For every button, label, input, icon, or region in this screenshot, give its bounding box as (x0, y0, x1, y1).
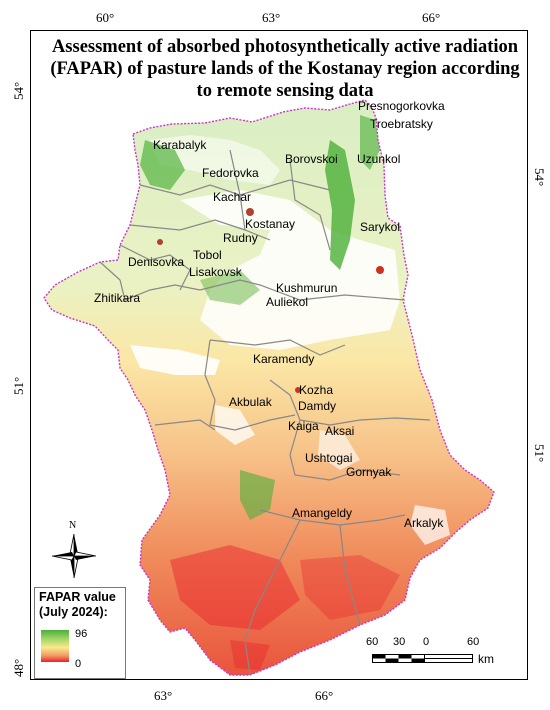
label-denisovka: Denisovka (128, 255, 185, 269)
label-tobol: Tobol (193, 248, 222, 262)
legend-title-line2: (July 2024): (39, 605, 108, 619)
label-kaiga: Kaiga (288, 419, 319, 433)
label-kushmurun: Kushmurun (276, 281, 338, 295)
north-arrow: N (50, 520, 98, 580)
legend-min-value: 0 (75, 658, 82, 670)
label-ushtogai: Ushtogai (305, 451, 353, 465)
label-fedorovka: Fedorovka (202, 166, 259, 180)
legend-title-line1: FAPAR value (39, 590, 116, 604)
scale-tick-60-right: 60 (467, 636, 480, 648)
label-karabalyk: Karabalyk (153, 138, 207, 152)
label-amangeldy: Amangeldy (292, 506, 353, 520)
tick-top-66: 66° (422, 10, 441, 25)
label-borovskoi: Borovskoi (285, 152, 338, 166)
scale-tick-30: 30 (393, 636, 406, 648)
tick-bottom-66: 66° (315, 688, 334, 703)
label-rudny: Rudny (223, 231, 258, 245)
legend-max-value: 96 (75, 628, 88, 640)
tick-top-60: 60° (96, 10, 115, 25)
spot-kostanay (246, 208, 254, 216)
spot-sarykol (376, 266, 384, 274)
legend-color-ramp (41, 630, 69, 662)
label-uzunkol: Uzunkol (357, 152, 401, 166)
compass-rose-icon (51, 533, 97, 579)
label-troebratsky: Troebratsky (370, 117, 433, 131)
label-aksai: Aksai (325, 424, 355, 438)
label-presnogorkovka: Presnogorkovka (358, 99, 445, 113)
label-lisakovsk: Lisakovsk (189, 265, 242, 279)
label-karamendy: Karamendy (253, 352, 315, 366)
tick-bottom-63: 63° (154, 688, 173, 703)
map-title: Assessment of absorbed photosyntheticall… (50, 37, 520, 101)
label-damdy: Damdy (298, 399, 337, 413)
legend-title: FAPAR value (July 2024): (39, 590, 116, 620)
label-kozha: Kozha (299, 383, 334, 397)
label-sarykol: Sarykol (360, 220, 401, 234)
scale-unit: km (478, 652, 494, 666)
label-auliekol: Auliekol (266, 295, 309, 309)
legend-box: FAPAR value (July 2024): 96 0 (34, 587, 126, 679)
label-arkalyk: Arkalyk (404, 516, 444, 530)
scale-tick-0: 0 (423, 636, 430, 648)
label-zhitikara: Zhitikara (94, 291, 141, 305)
spot-tobol (157, 239, 163, 245)
label-kostanay: Kostanay (245, 217, 296, 231)
label-akbulak: Akbulak (229, 395, 272, 409)
scale-bar (372, 654, 473, 663)
scale-tick-60-left: 60 (366, 636, 379, 648)
tick-top-63: 63° (262, 10, 281, 25)
spot-kozha (295, 387, 301, 393)
label-kachar: Kachar (213, 190, 252, 204)
north-label: N (69, 520, 77, 531)
label-gornyak: Gornyak (346, 465, 392, 479)
